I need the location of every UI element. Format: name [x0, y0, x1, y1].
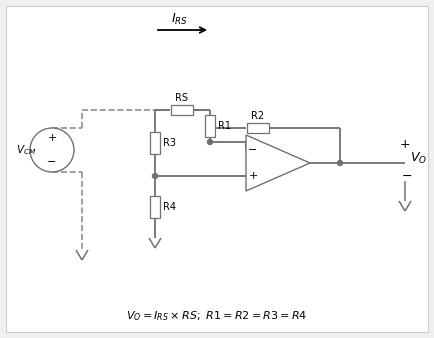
- Text: $I_{RS}$: $I_{RS}$: [171, 12, 188, 27]
- Bar: [205, 115, 215, 137]
- Bar: [150, 132, 160, 154]
- Text: −: −: [47, 157, 57, 167]
- Polygon shape: [246, 135, 310, 191]
- Text: R4: R4: [163, 202, 176, 212]
- Circle shape: [338, 161, 342, 166]
- Text: +: +: [400, 139, 410, 151]
- Text: R2: R2: [251, 111, 265, 121]
- Bar: [171, 105, 193, 115]
- Text: +: +: [248, 171, 258, 180]
- Text: $V_O = I_{RS} \times RS;\  R1 = R2 = R3 = R4$: $V_O = I_{RS} \times RS;\ R1 = R2 = R3 =…: [126, 309, 308, 323]
- Text: $V_O$: $V_O$: [410, 150, 427, 166]
- Text: +: +: [47, 133, 57, 143]
- Text: R3: R3: [163, 138, 176, 148]
- Circle shape: [152, 173, 158, 178]
- Text: $V_{CM}$: $V_{CM}$: [16, 143, 36, 157]
- Bar: [150, 196, 160, 218]
- Text: RS: RS: [175, 93, 188, 103]
- Circle shape: [207, 140, 213, 145]
- Bar: [247, 123, 269, 133]
- Text: −: −: [402, 169, 412, 183]
- Circle shape: [30, 128, 74, 172]
- Text: R1: R1: [218, 121, 231, 131]
- Text: −: −: [248, 145, 258, 155]
